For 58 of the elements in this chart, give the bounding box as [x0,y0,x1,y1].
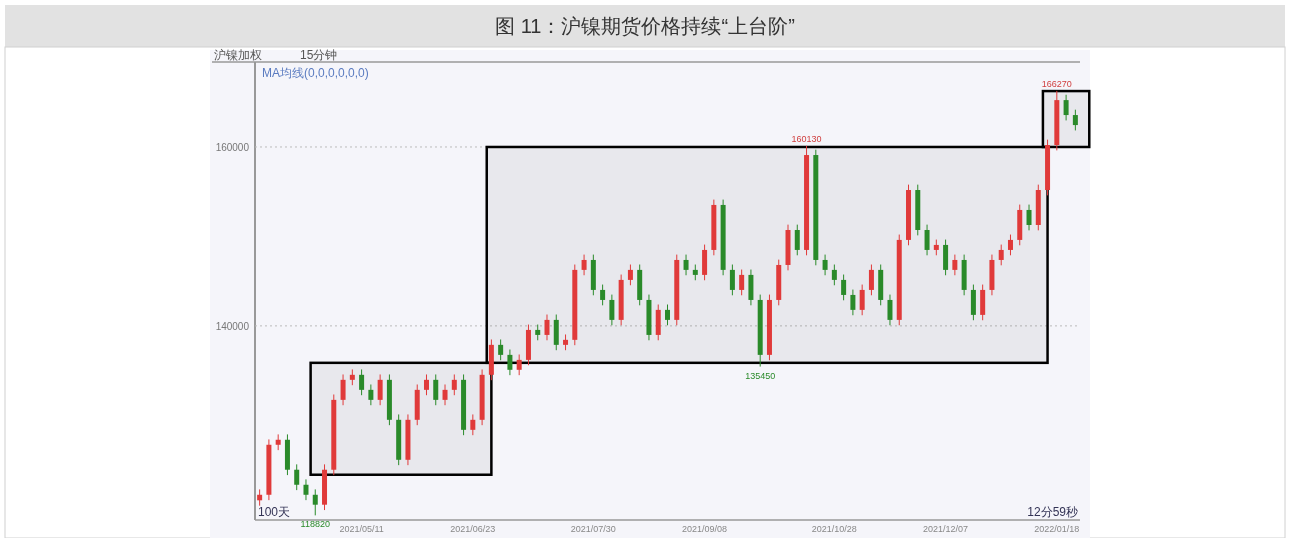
candlestick [924,224,930,256]
annotation: 12分59秒 [1027,505,1078,519]
candlestick [729,264,735,296]
candlestick [627,264,633,286]
candlestick [859,284,865,316]
annotation: 166270 [1041,78,1072,89]
candlestick [609,294,615,326]
candlestick [294,463,300,491]
candlestick [739,269,745,296]
candlestick [423,373,429,396]
candlestick [1063,94,1069,121]
candlestick [498,338,504,361]
candlestick [581,254,587,276]
candlestick [340,373,346,406]
candlestick [359,368,365,396]
candlestick [433,373,439,406]
x-tick-label: 2021/05/11 [339,524,384,534]
candlestick [507,349,513,376]
candlestick [451,373,457,396]
candlestick [887,294,893,326]
annotation: 100天 [258,505,291,519]
annotation: 沪镍加权 [214,48,262,62]
candlestick [841,274,847,301]
candlestick [544,314,550,341]
x-tick-label: 2021/09/08 [682,524,728,534]
candlestick [868,264,874,296]
x-tick-label: 2022/01/18 [1034,524,1080,534]
candlestick [303,478,309,501]
candlestick [600,284,606,306]
candlestick [831,264,837,286]
candlestick [1026,204,1032,231]
x-tick-label: 2021/07/30 [570,524,616,534]
candlestick [368,383,374,406]
x-tick-label: 2021/12/07 [923,524,969,534]
candlestick [822,254,828,276]
candlestick [470,413,476,436]
candlestick [998,244,1004,266]
annotation: 160130 [791,133,822,144]
x-tick-label: 2021/10/28 [811,524,857,534]
candlestick [1007,234,1013,256]
annotation: 118820 [300,519,330,530]
candlestick [683,254,689,276]
annotation: 15分钟 [300,48,338,62]
candlestick [794,224,800,256]
annotation: 135450 [745,370,776,381]
candlestick [516,354,522,376]
candlestick [952,254,958,276]
candlestick [312,488,318,516]
y-tick-label: 160000 [215,141,250,153]
annotation: MA均线(0,0,0,0,0,0) [262,66,369,80]
candlestick [1072,109,1078,131]
chart-title: 图 11：沪镍期货价格持续“上台阶” [495,15,795,37]
y-tick-label: 140000 [215,320,250,332]
candlestick [665,304,670,326]
x-tick-label: 2021/06/23 [450,524,496,534]
candlestick [377,373,383,406]
candlestick [442,383,448,406]
candlestick [850,289,856,316]
